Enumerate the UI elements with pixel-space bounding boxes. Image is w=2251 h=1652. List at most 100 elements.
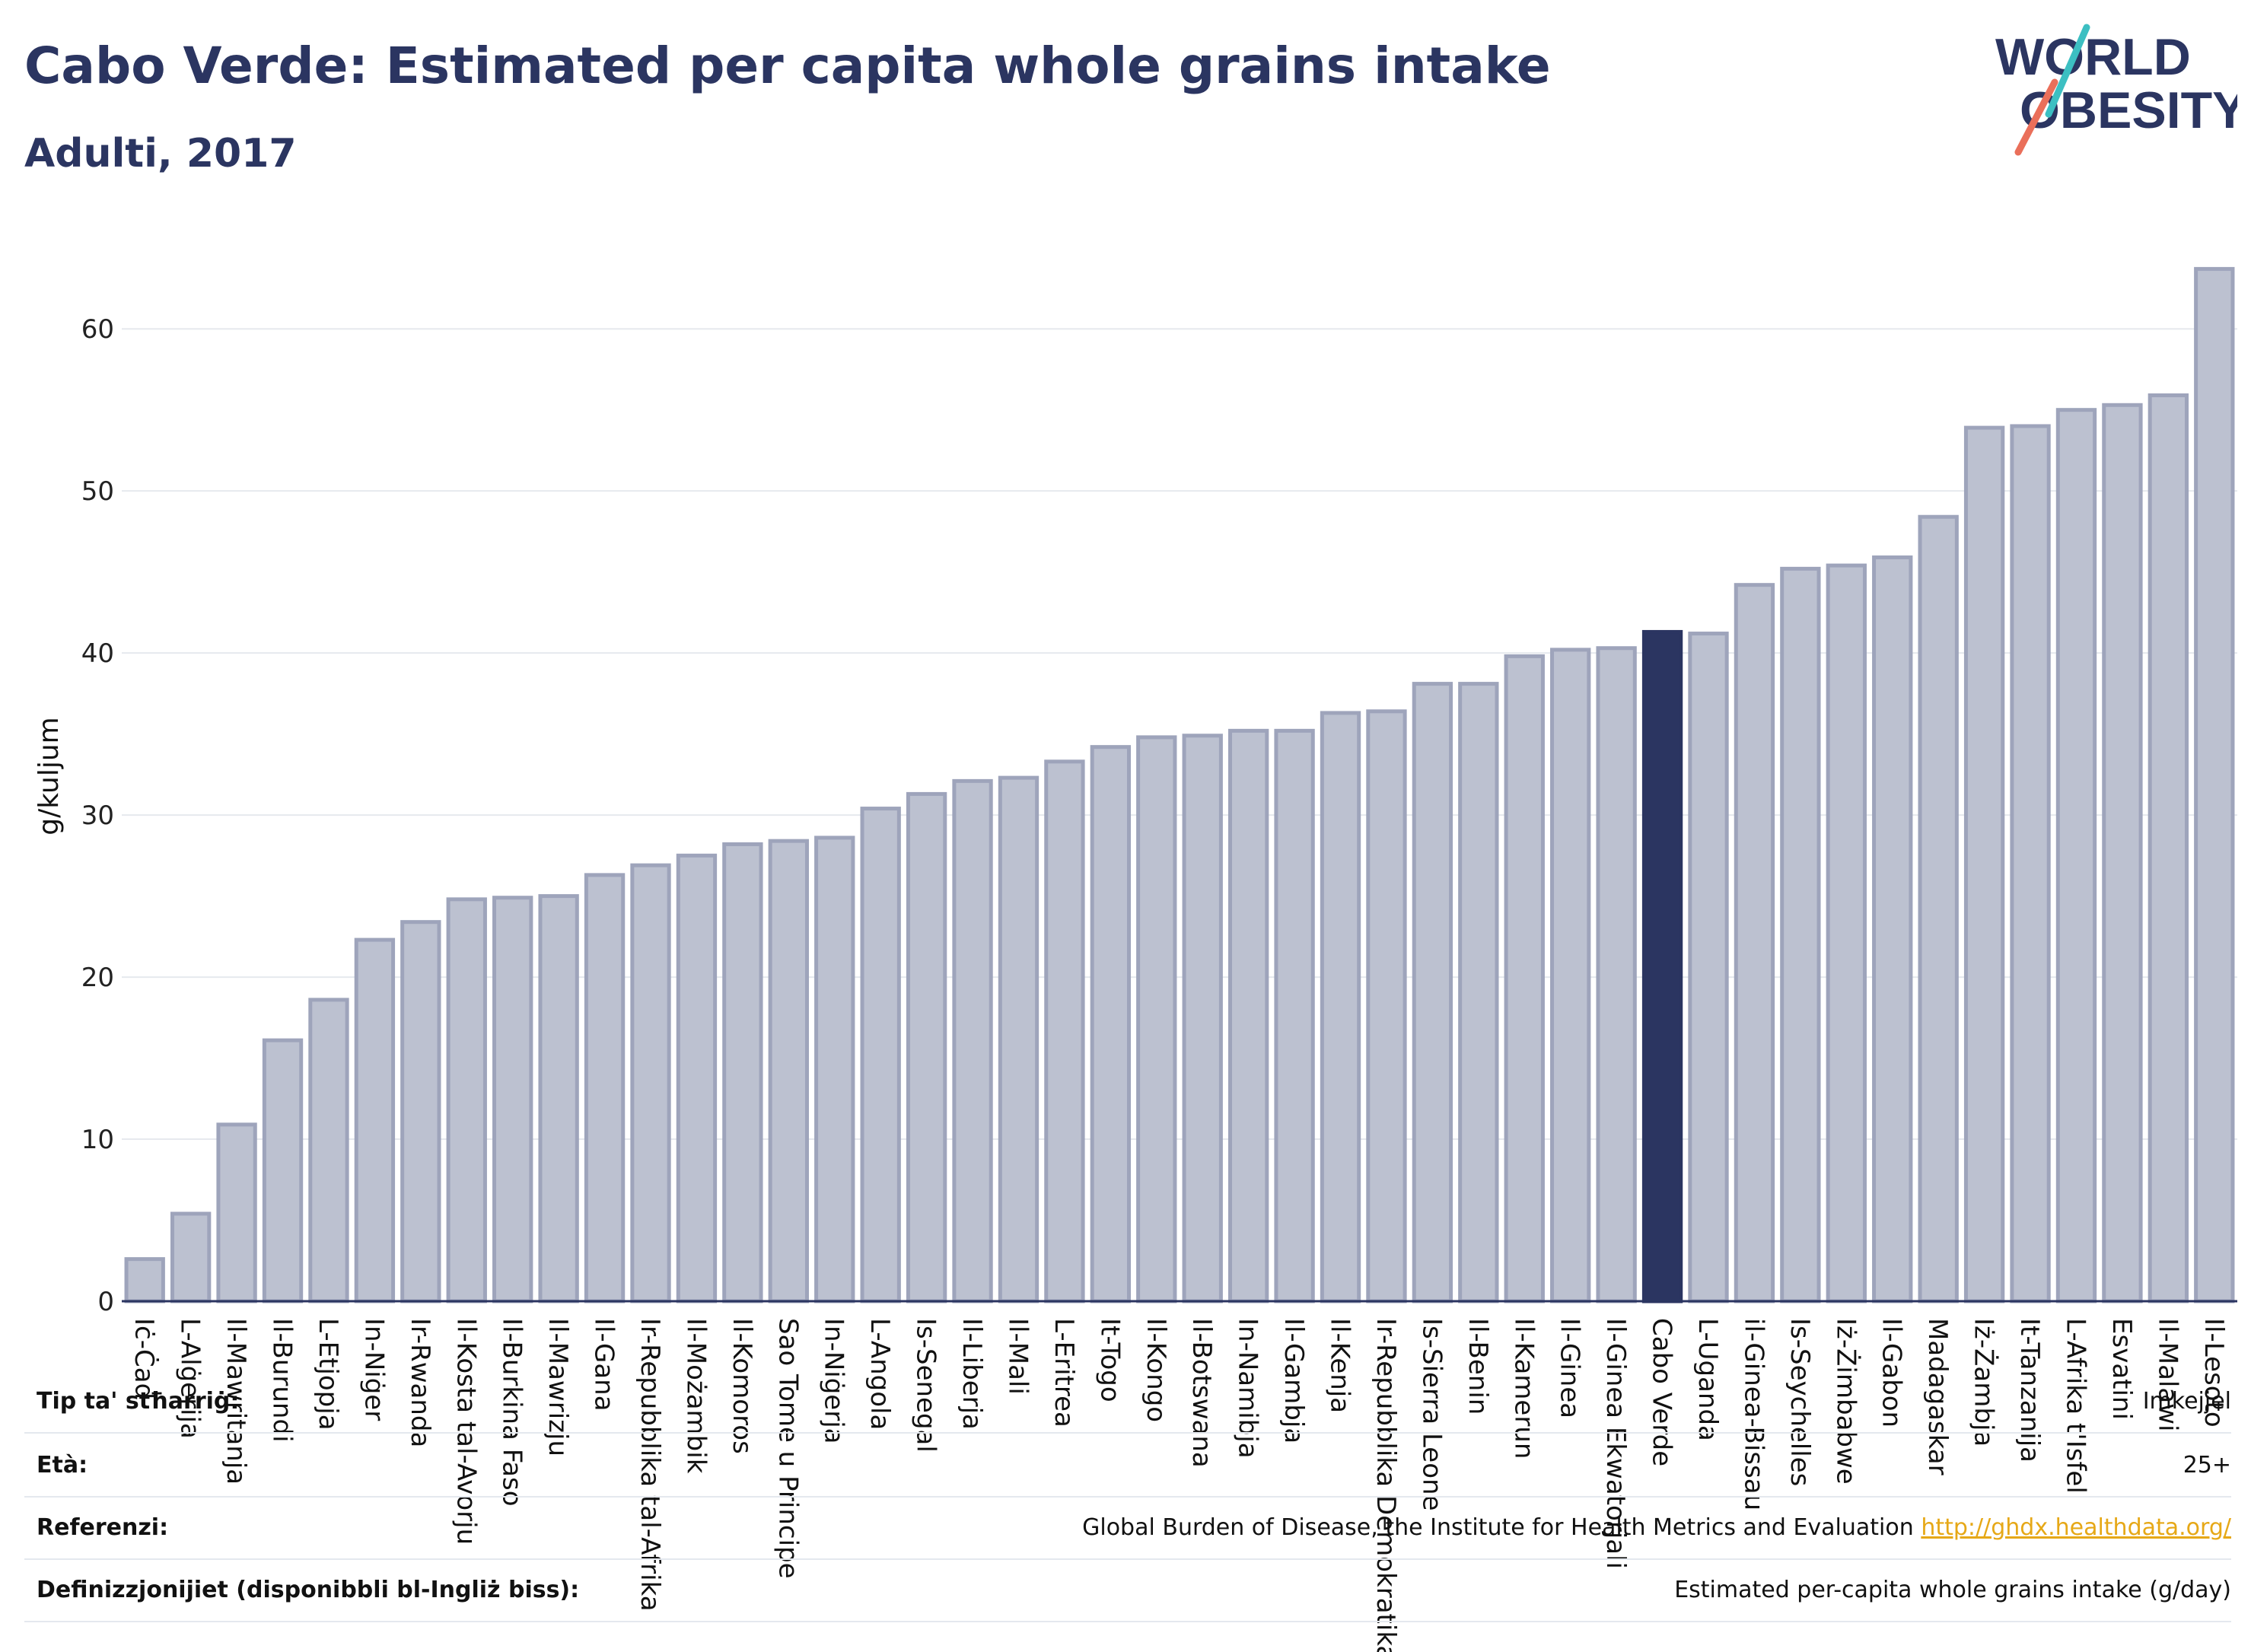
bar <box>2194 266 2235 1303</box>
logo-slash-teal <box>2045 24 2090 118</box>
bar <box>1688 632 1729 1303</box>
bar <box>170 1211 212 1303</box>
bar <box>1596 646 1637 1303</box>
bar <box>1136 735 1177 1303</box>
y-axis-label: g/kuljum <box>33 717 65 835</box>
bar <box>262 1038 304 1303</box>
x-tick-label: L-Angola <box>864 1318 895 1430</box>
y-tick-label: 0 <box>97 1287 114 1317</box>
bar <box>722 842 763 1303</box>
x-tick-label: Il-Burundi <box>267 1318 298 1443</box>
metadata-value-text: Estimated per-capita whole grains intake… <box>1674 1577 2231 1603</box>
metadata-label: Definizzjonijiet (disponibbli bl-Ingliż … <box>37 1577 580 1603</box>
bar <box>354 937 396 1303</box>
x-tick-label: Sao Tome u Principe <box>772 1318 803 1579</box>
x-tick-label: Il-Malawi <box>2152 1318 2183 1431</box>
bar <box>2055 408 2097 1303</box>
bar <box>768 839 809 1303</box>
logo-line1: WORLD <box>1995 28 2191 86</box>
bar <box>1734 583 1775 1303</box>
logo-slash-coral <box>2014 78 2058 156</box>
bar <box>1550 648 1591 1303</box>
bar <box>1504 654 1545 1303</box>
x-tick-label: Il-Kamerun <box>1508 1318 1539 1459</box>
x-tick-label: Is-Senegal <box>911 1318 941 1453</box>
x-tick-label: Ir-Rwanda <box>405 1318 435 1447</box>
y-tick-label: 50 <box>81 476 114 507</box>
x-tick-label: Cabo Verde <box>1647 1318 1677 1466</box>
x-tick-label: It-Togo <box>1094 1318 1125 1402</box>
x-tick-label: Ir-Repubblika Demokratika <box>1371 1318 1401 1652</box>
bar <box>676 853 718 1303</box>
bar <box>2102 403 2143 1303</box>
x-tick-label: L-Eritrea <box>1049 1318 1079 1428</box>
x-tick-label: L-Uganda <box>1692 1318 1723 1441</box>
x-tick-label: Is-Sierra Leone <box>1416 1318 1447 1511</box>
x-tick-label: In-Niġer <box>358 1318 389 1421</box>
bar <box>1918 514 1959 1303</box>
x-tick-label: Il-Kenja <box>1325 1318 1355 1413</box>
bar <box>630 863 671 1303</box>
x-tick-label: Il-Kongo <box>1141 1318 1171 1422</box>
x-tick-label: Il-Możambik <box>680 1318 711 1474</box>
bar <box>1320 711 1361 1303</box>
metadata-value: Global Burden of Disease, the Institute … <box>1082 1514 2231 1541</box>
reference-link[interactable]: http://ghdx.healthdata.org/ <box>1921 1514 2231 1541</box>
bar-highlighted <box>1641 629 1683 1303</box>
metadata-value-text: Imkejjel <box>2142 1388 2231 1415</box>
metadata-label: Età: <box>37 1452 88 1479</box>
bar <box>1044 759 1085 1303</box>
x-tick-label: Madagaskar <box>1922 1318 1953 1475</box>
y-tick-label: 40 <box>81 638 114 669</box>
metadata-row: Età: 25+ <box>24 1434 2231 1498</box>
metadata-value-text: 25+ <box>2183 1452 2231 1479</box>
x-tick-label: Il-Botswana <box>1186 1318 1217 1468</box>
y-tick-label: 60 <box>81 314 114 345</box>
x-tick-label: Il-Benin <box>1463 1318 1493 1415</box>
y-tick-label: 10 <box>81 1125 114 1155</box>
x-tick-label: Il-Liberja <box>957 1318 987 1430</box>
x-tick-label: Il-Burkina Faso <box>497 1318 527 1507</box>
metadata-row: Referenzi: Global Burden of Disease, the … <box>24 1496 2231 1560</box>
bars <box>124 266 2235 1303</box>
x-tick-label: Il-Mawritanja <box>221 1318 251 1485</box>
bar <box>124 1257 165 1303</box>
world-obesity-logo: WORLD OBESITY <box>1995 24 2237 156</box>
x-tick-label: L-Afrika t'Isfel <box>2060 1318 2090 1494</box>
x-tick-label: In-Namibja <box>1233 1318 1263 1459</box>
bar <box>1274 728 1315 1303</box>
x-tick-label: il-Ginea-Bissau <box>1738 1318 1769 1510</box>
x-tick-label: Il-Ginea <box>1555 1318 1585 1418</box>
chart-subtitle: Adulti, 2017 <box>24 131 297 177</box>
x-tick-label: It-Tanzanija <box>2014 1318 2045 1463</box>
x-tick-label: Iċ-Ċad <box>129 1318 160 1399</box>
bar <box>216 1122 257 1303</box>
x-tick-label: Il-Ginea Ekwatorjali <box>1600 1318 1631 1569</box>
x-tick-label: Iż-Żimbabwe <box>1830 1318 1861 1485</box>
x-tick-label: Il-Gana <box>589 1318 619 1412</box>
bar <box>998 775 1040 1303</box>
bar <box>1090 745 1132 1303</box>
bar <box>860 807 901 1303</box>
y-tick-label: 30 <box>81 801 114 831</box>
metadata-value-text: Global Burden of Disease, the Institute … <box>1082 1514 1914 1541</box>
bar <box>446 897 487 1303</box>
x-tick-label: In-Niġerja <box>819 1318 849 1444</box>
bar <box>1412 682 1453 1303</box>
x-tick-label: Il-Lesoto <box>2198 1318 2229 1428</box>
bar <box>952 778 993 1303</box>
metadata-row: Definizzjonijiet (disponibbli bl-Ingliż … <box>24 1558 2231 1622</box>
x-tick-label: Ir-Repubblika tal-Afrika <box>635 1318 665 1612</box>
bar <box>492 896 533 1303</box>
metadata-label: Referenzi: <box>37 1514 169 1541</box>
x-tick-label: Il-Kosta tal-Avorju <box>451 1318 481 1545</box>
metadata-label: Tip ta' stħarriġ: <box>37 1388 240 1415</box>
bar <box>814 836 855 1303</box>
bar <box>538 894 579 1303</box>
bar <box>1872 555 1913 1303</box>
x-tick-label: L-Alġerija <box>175 1318 205 1439</box>
bar <box>1227 728 1269 1303</box>
y-tick-label: 20 <box>81 963 114 993</box>
bar <box>1780 566 1821 1303</box>
